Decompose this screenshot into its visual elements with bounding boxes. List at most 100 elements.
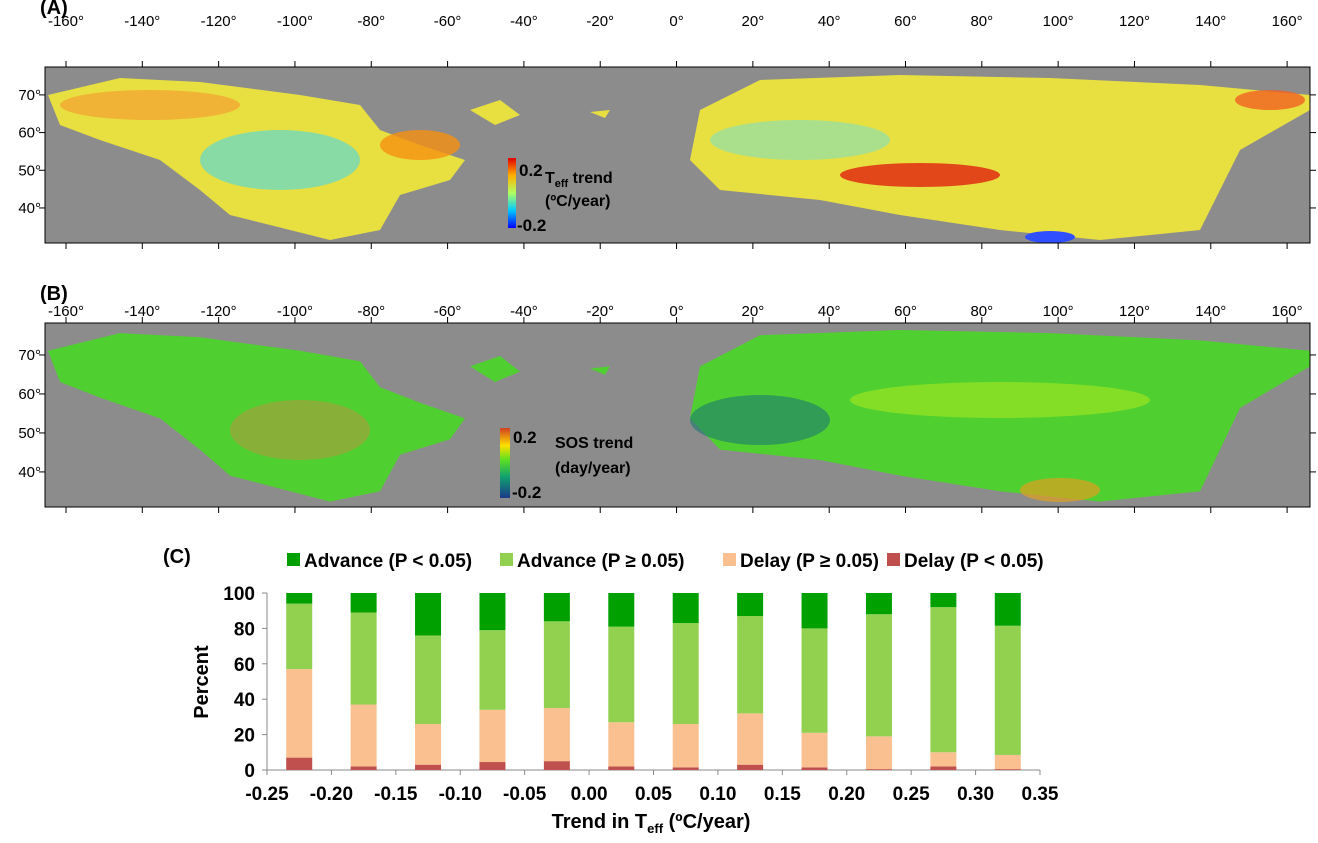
colorbar-title-part: trend bbox=[568, 170, 612, 187]
land-pattern bbox=[1025, 231, 1075, 243]
y-tick-label: 40 bbox=[234, 690, 255, 711]
bar-segment bbox=[415, 723, 442, 765]
x-tick-label: -80° bbox=[357, 303, 385, 320]
bar-segment bbox=[608, 722, 635, 767]
bar-segment bbox=[543, 708, 570, 762]
colorbar-title: (day/year) bbox=[555, 460, 631, 477]
panel-label: (A) bbox=[40, 0, 68, 19]
bar-segment bbox=[415, 635, 442, 724]
bar-segment bbox=[930, 607, 957, 753]
y-tick-label: 20 bbox=[234, 726, 255, 747]
colorbar-title: SOS trend bbox=[555, 435, 633, 452]
x-tick-label: -0.10 bbox=[439, 784, 482, 805]
x-tick-label: 0.15 bbox=[764, 784, 801, 805]
bar-segment bbox=[801, 732, 828, 768]
x-tick-label: 0.00 bbox=[571, 784, 608, 805]
x-tick-label: 0.30 bbox=[957, 784, 994, 805]
bar-segment bbox=[479, 762, 506, 770]
x-axis-title-part: Trend in T bbox=[552, 811, 648, 833]
x-tick-label: 100° bbox=[1043, 303, 1074, 320]
land-pattern bbox=[1020, 478, 1100, 502]
x-tick-label: -160° bbox=[48, 303, 84, 320]
colorbar-title: Teff trend bbox=[545, 170, 613, 190]
bar-segment bbox=[286, 669, 313, 758]
x-tick-label: -100° bbox=[277, 303, 313, 320]
x-tick-label: -100° bbox=[277, 13, 313, 30]
bar-segment bbox=[930, 766, 957, 770]
legend-swatch bbox=[500, 553, 513, 566]
x-tick-label: -0.15 bbox=[374, 784, 418, 805]
x-tick-label: 20° bbox=[742, 303, 765, 320]
bar-segment bbox=[286, 757, 313, 770]
bar-segment bbox=[801, 593, 828, 629]
x-tick-label: 140° bbox=[1195, 303, 1226, 320]
x-tick-label: 40° bbox=[818, 13, 841, 30]
bar-segment bbox=[350, 766, 377, 770]
colorbar-title: (ºC/year) bbox=[545, 193, 610, 210]
y-tick-label: 0 bbox=[244, 761, 255, 782]
x-tick-label: 0.20 bbox=[828, 784, 865, 805]
land-pattern bbox=[380, 130, 460, 160]
map-a bbox=[45, 67, 1310, 243]
bar-segment bbox=[350, 593, 377, 613]
bar-segment bbox=[994, 625, 1021, 755]
x-tick-label: -0.05 bbox=[503, 784, 547, 805]
bar-segment bbox=[930, 593, 957, 608]
bar-segment bbox=[737, 616, 764, 714]
y-tick-label: 50° bbox=[18, 162, 41, 179]
bar-segment bbox=[350, 612, 377, 705]
bar-segment bbox=[415, 764, 442, 770]
bar-segment bbox=[672, 723, 699, 768]
x-tick-label: 160° bbox=[1272, 303, 1303, 320]
bar-segment bbox=[930, 752, 957, 767]
bar-segment bbox=[994, 593, 1021, 626]
colorbar-max: 0.2 bbox=[513, 428, 537, 447]
x-tick-label: 0.10 bbox=[699, 784, 736, 805]
bar-segment bbox=[543, 761, 570, 770]
panel-label: (B) bbox=[40, 283, 68, 305]
bar-segment bbox=[737, 593, 764, 617]
x-tick-label: -20° bbox=[586, 13, 614, 30]
y-tick-label: 50° bbox=[18, 425, 41, 442]
bar-segment bbox=[543, 621, 570, 709]
x-tick-label: -120° bbox=[201, 303, 237, 320]
legend-label: Advance (P < 0.05) bbox=[304, 551, 472, 572]
x-tick-label: 0.35 bbox=[1022, 784, 1059, 805]
land-pattern bbox=[690, 395, 830, 445]
colorbar bbox=[500, 428, 510, 498]
colorbar-min: -0.2 bbox=[512, 483, 541, 502]
legend-label: Delay (P ≥ 0.05) bbox=[740, 551, 879, 572]
bar-segment bbox=[479, 630, 506, 710]
legend-label: Delay (P < 0.05) bbox=[904, 551, 1044, 572]
colorbar-title-part: T bbox=[545, 170, 555, 187]
colorbar-max: 0.2 bbox=[519, 161, 543, 180]
panel-label: (C) bbox=[163, 546, 191, 568]
bar-segment bbox=[865, 769, 892, 770]
x-tick-label: 0.05 bbox=[635, 784, 672, 805]
x-tick-label: 80° bbox=[970, 303, 993, 320]
bar-segment bbox=[350, 704, 377, 767]
x-axis-title-sub: eff bbox=[647, 821, 664, 836]
x-tick-label: -40° bbox=[510, 13, 538, 30]
land-pattern bbox=[1235, 90, 1305, 110]
bar-segment bbox=[737, 713, 764, 765]
legend-swatch bbox=[287, 553, 300, 566]
x-tick-label: -20° bbox=[586, 303, 614, 320]
bar-segment bbox=[479, 709, 506, 763]
bar-segment bbox=[865, 736, 892, 770]
map-b bbox=[45, 323, 1310, 507]
land-pattern bbox=[840, 163, 1000, 187]
legend-swatch bbox=[723, 553, 736, 566]
x-tick-label: 0° bbox=[669, 303, 683, 320]
bar-segment bbox=[994, 754, 1021, 770]
colorbar-title-sub: eff bbox=[555, 178, 569, 190]
land-pattern bbox=[60, 90, 240, 120]
bar-segment bbox=[608, 626, 635, 723]
bar-segment bbox=[415, 593, 442, 636]
y-tick-label: 70° bbox=[18, 347, 41, 364]
x-tick-label: -160° bbox=[48, 13, 84, 30]
x-tick-label: 120° bbox=[1119, 13, 1150, 30]
land-pattern bbox=[200, 130, 360, 190]
x-axis-title-part: (ºC/year) bbox=[663, 811, 750, 833]
